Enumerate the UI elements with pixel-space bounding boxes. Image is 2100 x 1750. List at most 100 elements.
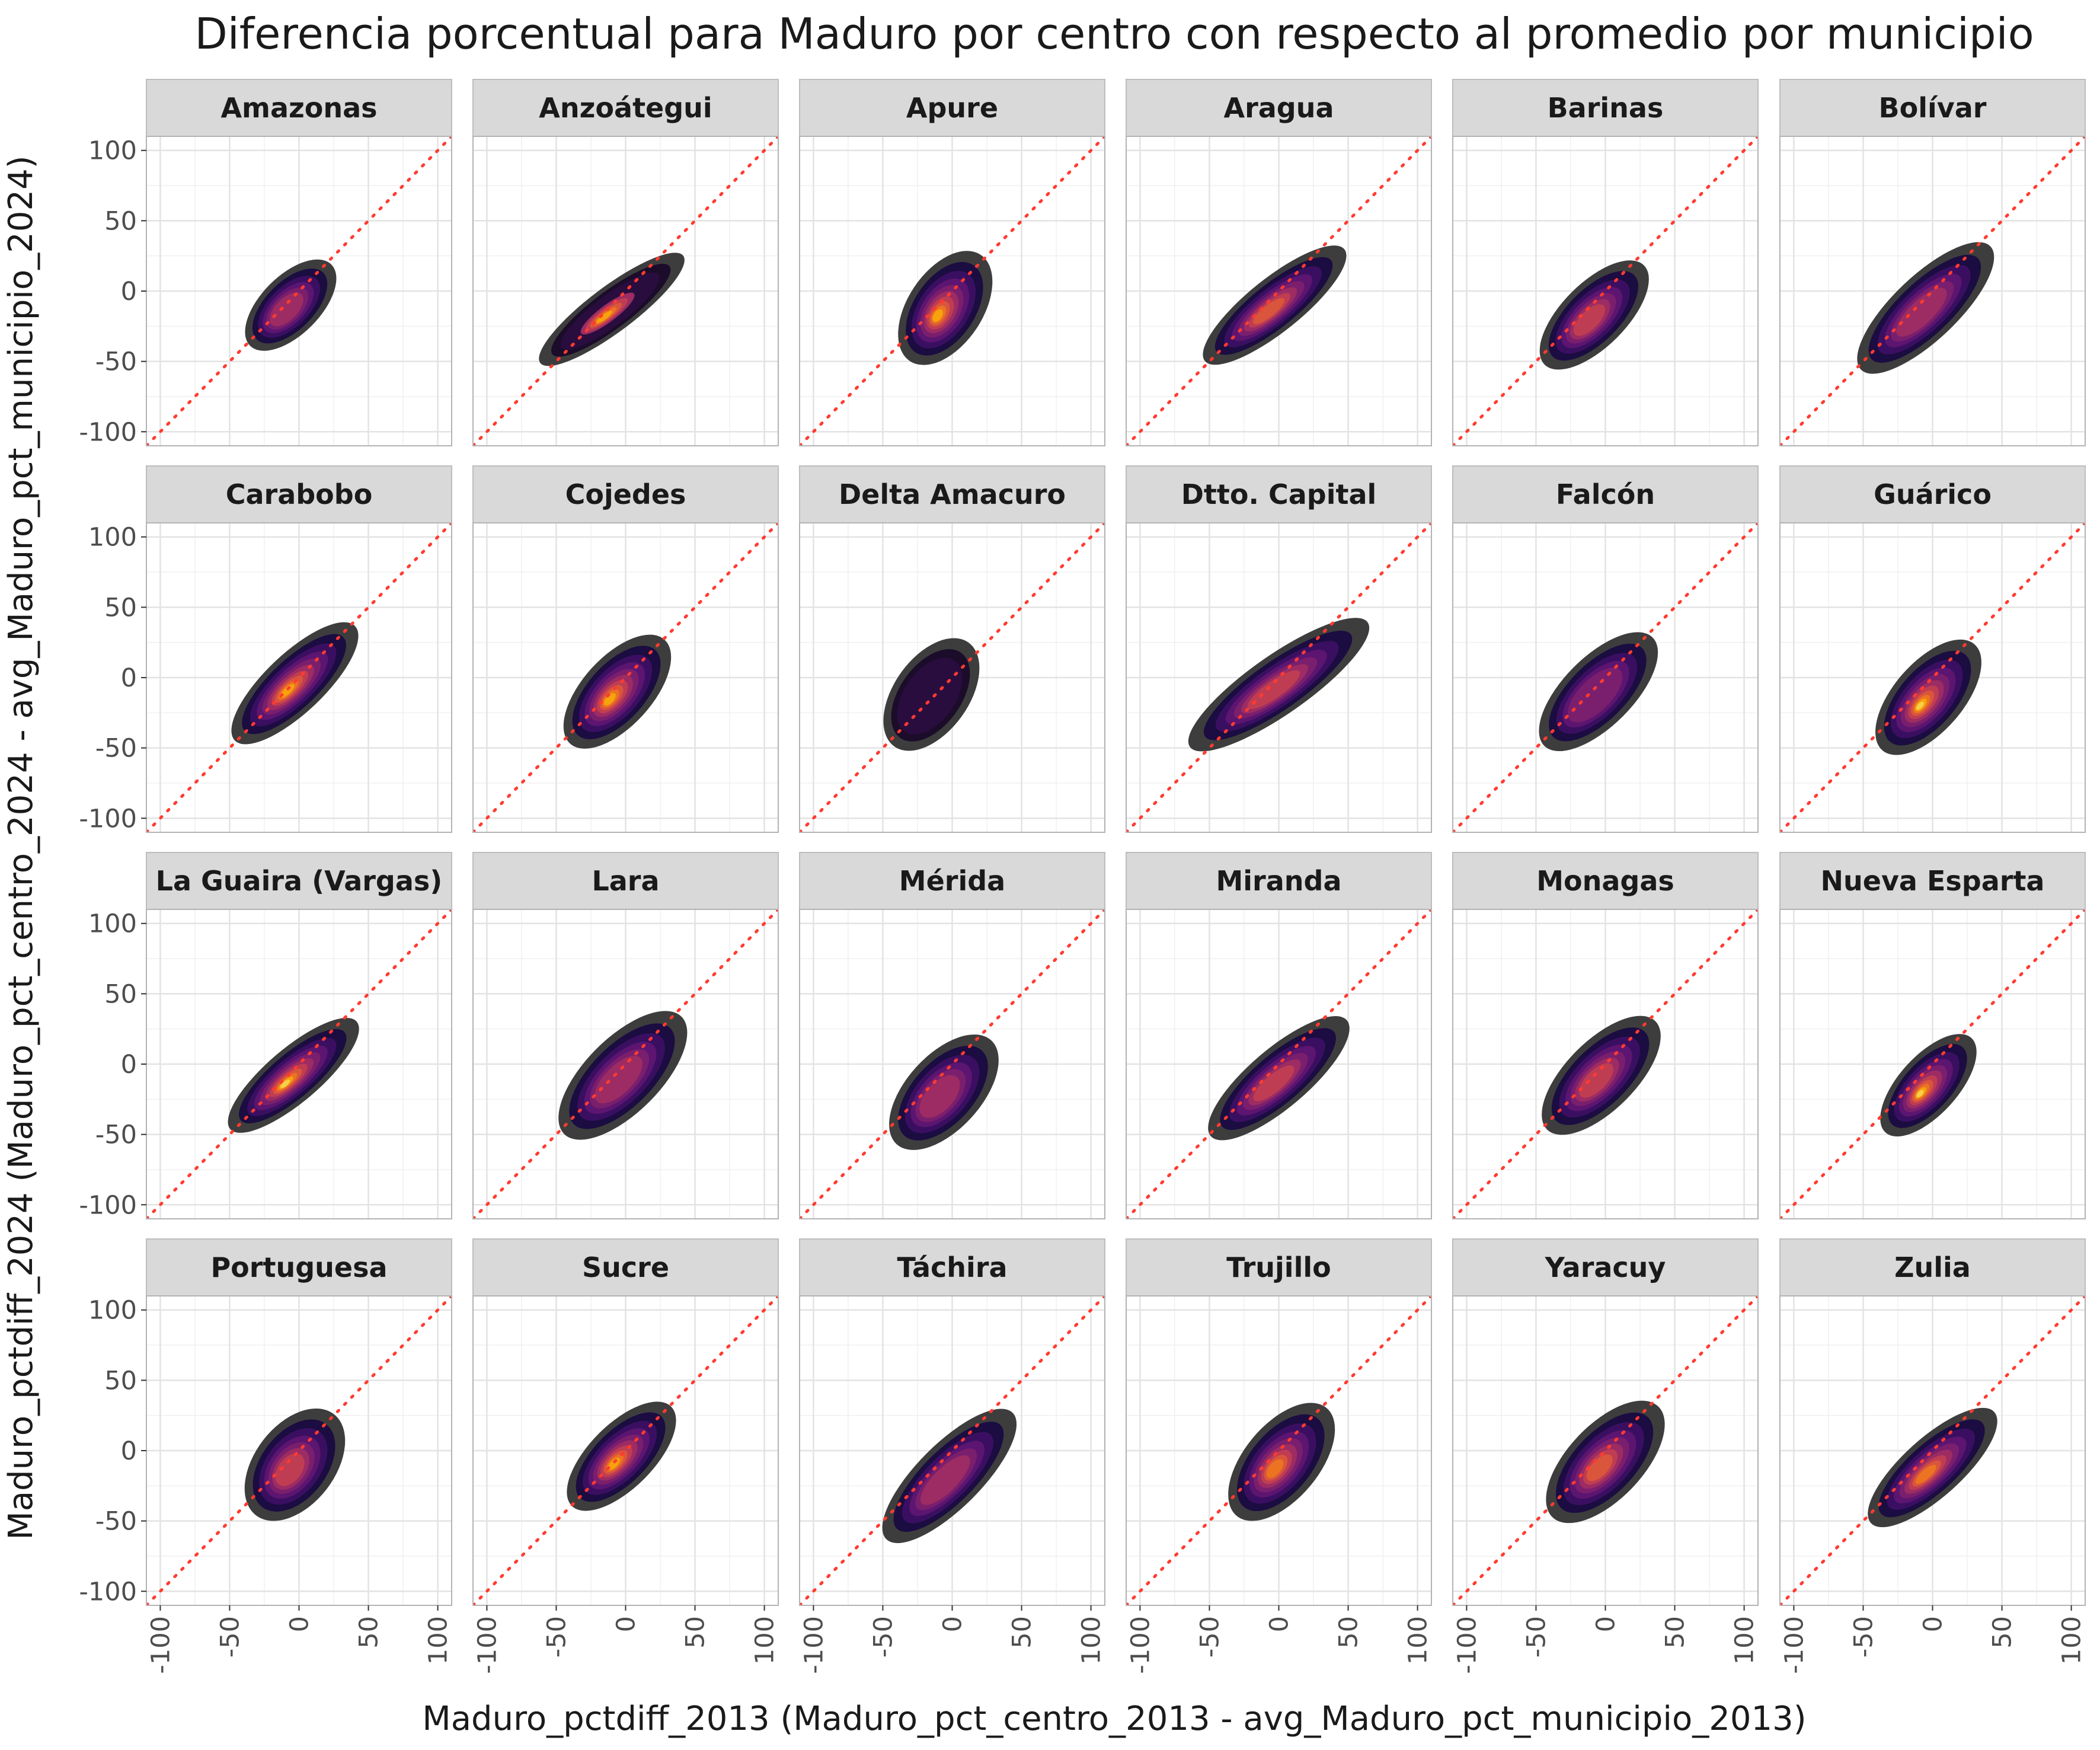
- facet-strip: [1779, 79, 2086, 137]
- panel-lara: Lara: [472, 852, 779, 1219]
- facet-label: Miranda: [1216, 865, 1342, 897]
- x-tick-label: -50: [1849, 1616, 1878, 1658]
- density-contour: [920, 1455, 970, 1505]
- density-contour: [919, 1075, 960, 1118]
- x-tick-label: 50: [354, 1616, 384, 1649]
- x-tick-label: 100: [1077, 1616, 1107, 1665]
- panel-border: [1452, 522, 1759, 833]
- x-tick-label: -50: [542, 1616, 571, 1658]
- density-contour: [1915, 1464, 1936, 1484]
- identity-line: [800, 136, 1105, 446]
- chart-title: Diferencia porcentual para Maduro por ce…: [194, 9, 2034, 59]
- y-tick-label: 0: [121, 663, 137, 693]
- panel-border: [1126, 522, 1432, 833]
- identity-line: [146, 136, 452, 446]
- x-axis-title: Maduro_pctdiff_2013 (Maduro_pct_centro_2…: [422, 1700, 1806, 1738]
- facet-label: Cojedes: [565, 478, 686, 510]
- panel-aragua: Aragua: [1126, 79, 1432, 446]
- facet-label: Falcón: [1556, 478, 1655, 510]
- panel-border: [799, 522, 1105, 833]
- panel-border: [1126, 909, 1432, 1219]
- identity-line: [800, 909, 1105, 1219]
- x-tick-label: 0: [285, 1616, 315, 1632]
- y-tick-label: -100: [79, 417, 137, 447]
- density-contour: [932, 309, 943, 322]
- panel-border: [472, 136, 779, 446]
- x-tick-label: 0: [938, 1616, 968, 1632]
- density-contour: [1916, 701, 1924, 710]
- x-tick-label: -100: [1452, 1616, 1482, 1674]
- y-tick-label: 100: [88, 136, 137, 166]
- identity-line: [473, 136, 778, 446]
- facet-label: Apure: [906, 92, 998, 124]
- identity-line: [1453, 909, 1758, 1219]
- y-tick-label: -100: [79, 1190, 137, 1220]
- panel-zulia: Zulia -100 -50 0 50 100: [1779, 1238, 2087, 1674]
- x-tick-label: -100: [1126, 1616, 1155, 1674]
- facet-label: Barinas: [1548, 92, 1664, 124]
- facet-label: Guárico: [1874, 478, 1992, 510]
- panel-gu-rico: Guárico: [1779, 465, 2086, 833]
- y-tick-label: -100: [79, 804, 137, 834]
- facet-label: Yaracuy: [1545, 1251, 1666, 1283]
- panel-border: [1779, 909, 2086, 1219]
- facet-label: Sucre: [582, 1251, 669, 1283]
- identity-line: [1780, 1296, 2085, 1605]
- identity-line: [800, 523, 1105, 832]
- panel-border: [472, 909, 779, 1219]
- density-contour: [1916, 1090, 1924, 1098]
- density-contour: [1586, 1454, 1613, 1481]
- panel-bol-var: Bolívar: [1779, 79, 2086, 446]
- x-tick-label: -50: [868, 1616, 898, 1658]
- density-contour: [1247, 670, 1300, 710]
- panel-t-chira: Táchira -100 -50 0 50 100: [799, 1238, 1107, 1674]
- panel-miranda: Miranda: [1126, 852, 1432, 1219]
- panel-la-guaira-vargas-: La Guaira (Vargas) -100 -50 0 50 100: [79, 852, 452, 1220]
- panel-amazonas: Amazonas -100 -50 0 50 100: [79, 79, 452, 447]
- facet-label: Táchira: [897, 1251, 1008, 1283]
- facet-label: Nueva Esparta: [1821, 865, 2045, 897]
- panel-sucre: Sucre -100 -50 0 50 100: [472, 1238, 780, 1674]
- x-tick-label: 100: [1404, 1616, 1433, 1665]
- panel-border: [799, 909, 1105, 1219]
- x-tick-label: 50: [681, 1616, 711, 1649]
- panel-monagas: Monagas: [1452, 852, 1759, 1219]
- facet-strip: [472, 465, 779, 523]
- identity-line: [1780, 909, 2085, 1219]
- facet-label: Lara: [592, 865, 659, 897]
- facet-label: La Guaira (Vargas): [156, 865, 443, 897]
- identity-line: [1780, 136, 2085, 446]
- facet-strip: [1779, 465, 2086, 523]
- panel-dtto-capital: Dtto. Capital: [1126, 465, 1432, 833]
- facet-strip: [146, 79, 452, 137]
- identity-line: [146, 1296, 452, 1605]
- density-contour: [269, 292, 303, 327]
- y-tick-label: -50: [95, 1120, 137, 1150]
- y-tick-label: -50: [95, 734, 137, 764]
- panel-border: [1779, 522, 2086, 833]
- facet-label: Zulia: [1894, 1251, 1971, 1283]
- y-tick-label: -100: [79, 1577, 137, 1607]
- panel-nueva-esparta: Nueva Esparta: [1779, 852, 2086, 1219]
- facet-strip: [799, 852, 1105, 910]
- panel-border: [1126, 136, 1432, 446]
- density-contour: [603, 692, 616, 706]
- x-tick-label: -100: [472, 1616, 502, 1674]
- x-tick-label: 50: [1008, 1616, 1037, 1649]
- panel-border: [472, 522, 779, 833]
- panel-anzo-tegui: Anzoátegui: [472, 79, 779, 446]
- facet-strip: [472, 79, 779, 137]
- y-axis-title: Maduro_pctdiff_2024 (Maduro_pct_centro_2…: [2, 155, 40, 1540]
- density-contour: [1568, 668, 1623, 723]
- x-tick-label: -50: [215, 1616, 245, 1658]
- panel-border: [1452, 136, 1759, 446]
- identity-line: [146, 523, 452, 832]
- panel-carabobo: Carabobo -100 -50 0 50 100: [79, 465, 452, 834]
- y-tick-label: 100: [88, 1296, 137, 1326]
- x-tick-label: -50: [1195, 1616, 1225, 1658]
- identity-line: [1453, 523, 1758, 832]
- facet-label: Monagas: [1536, 865, 1674, 897]
- facet-label: Delta Amacuro: [839, 478, 1066, 510]
- y-tick-label: 50: [104, 206, 137, 236]
- y-tick-label: 0: [121, 1050, 137, 1080]
